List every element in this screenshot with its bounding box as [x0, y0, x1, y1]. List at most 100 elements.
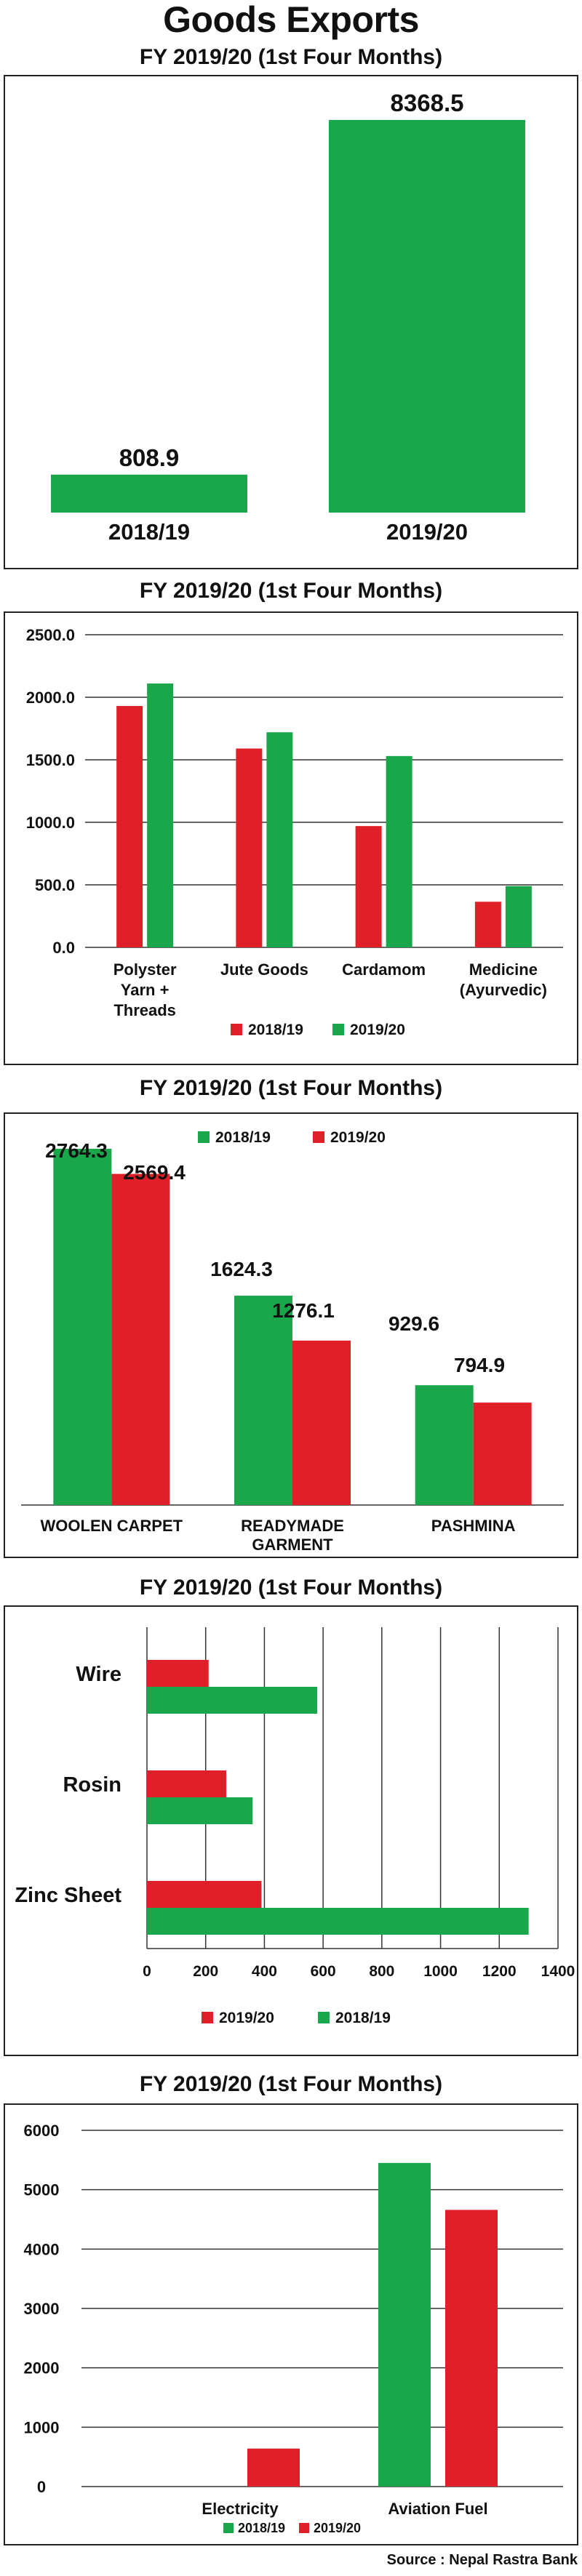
x-tick-label: 800 — [369, 1963, 394, 1980]
category-label-Polyster: Yarn + — [121, 981, 170, 999]
y-tick-label: 1500.0 — [26, 751, 75, 769]
category-label-Medicine: Medicine — [469, 960, 538, 979]
y-tick-label: 500.0 — [35, 876, 75, 894]
category-label-READYMADE: GARMENT — [252, 1536, 333, 1554]
chart-2-panel: 0.0 500.0 1000.0 1500.0 2000.0 2500.0 Polyster… — [4, 611, 578, 1065]
legend-swatch-2019/20 — [313, 1131, 324, 1143]
category-label-WOOLEN CARPET: WOOLEN CARPET — [41, 1517, 183, 1535]
legend-label-2018/19: 2018/19 — [215, 1129, 271, 1146]
source-note: Source : Nepal Rastra Bank — [386, 2552, 578, 2568]
y-tick-label: 5000 — [24, 2181, 60, 2199]
category-label-Aviation Fuel: Aviation Fuel — [388, 2500, 487, 2518]
chart-2-svg: 0.0 500.0 1000.0 1500.0 2000.0 2500.0 Polyster… — [26, 626, 563, 1038]
chart-4-svg: 0 200 400 600 800 1000 1200 1400 Wire Rosin Zinc S… — [15, 1627, 575, 2026]
legend-swatch-2018/19 — [198, 1131, 210, 1143]
bar-2019/20-PASHMINA — [473, 1403, 532, 1505]
chart-1-svg: 808.9 2018/19 8368.5 2019/20 — [51, 89, 525, 545]
data-label-2019/20-READYMADE: 1276.1 — [272, 1299, 335, 1322]
bar-2018/19-Zinc Sheet — [147, 1908, 529, 1935]
bar-2018/19-Aviation Fuel — [378, 2162, 431, 2487]
y-tick-label: 1000 — [24, 2418, 60, 2436]
legend-swatch-2019/20 — [202, 2012, 213, 2023]
bar-2019/20-Polyster — [147, 683, 174, 947]
data-label-2019/20: 8368.5 — [391, 89, 464, 116]
chart-5-panel: 0 1000 2000 3000 4000 5000 6000 Electricity Avia… — [4, 2103, 578, 2545]
bar-2018/19-Medicine — [474, 902, 501, 947]
x-tick-label: 1200 — [482, 1963, 517, 1980]
y-tick-label: 0.0 — [52, 939, 75, 957]
category-label-PASHMINA: PASHMINA — [431, 1517, 516, 1535]
data-label-2018/19: 808.9 — [119, 444, 180, 471]
bar-2018/19-READYMADE — [234, 1296, 292, 1505]
bar-2019/20-WOOLEN CARPET — [111, 1173, 170, 1505]
x-tick-label: 400 — [252, 1963, 277, 1980]
bar-2019/20-Zinc Sheet — [147, 1881, 262, 1908]
page-title: Goods Exports — [163, 0, 419, 40]
category-label-Polyster: Polyster — [113, 960, 177, 979]
legend-swatch-2019/20 — [332, 1024, 344, 1035]
legend-label-2019/20: 2019/20 — [330, 1129, 386, 1146]
bar-2019/20-Aviation Fuel — [445, 2210, 498, 2487]
legend-swatch-2019/20 — [299, 2523, 309, 2533]
chart-3-panel: 2764.3 2569.4 WOOLEN CARPET 1624.3 1276.1 REA… — [4, 1112, 578, 1558]
bar-2018/19-Cardamom — [355, 826, 382, 947]
bar-2019/20-Rosin — [147, 1770, 226, 1797]
bar-2019/20-Wire — [147, 1660, 209, 1687]
chart-5-svg: 0 1000 2000 3000 4000 5000 6000 Electricity Avia… — [24, 2122, 563, 2535]
category-label-Zinc Sheet: Zinc Sheet — [15, 1884, 121, 1907]
chart-4-title: FY 2019/20 (1st Four Months) — [139, 1576, 443, 1600]
legend-label-2019/20: 2019/20 — [219, 2010, 274, 2026]
bar-2018/19-WOOLEN CARPET — [53, 1149, 112, 1505]
bar-2018/19-Wire — [147, 1687, 318, 1714]
bar-2018/19-Rosin — [147, 1797, 253, 1824]
bar-2019/20-Medicine — [505, 886, 532, 947]
category-label-Wire: Wire — [76, 1663, 121, 1686]
bar-2018/19-PASHMINA — [415, 1385, 474, 1505]
bar-2019/20-Electricity — [247, 2448, 300, 2487]
bar-2019/20-Jute Goods — [266, 732, 293, 947]
data-label-2018/19-PASHMINA: 929.6 — [388, 1312, 439, 1335]
bar-2019/20-Cardamom — [386, 755, 412, 947]
category-label-Cardamom: Cardamom — [342, 960, 426, 979]
y-tick-label: 2000 — [24, 2359, 60, 2378]
chart-3-title: FY 2019/20 (1st Four Months) — [139, 1076, 443, 1100]
legend-label-2018/19: 2018/19 — [248, 1022, 303, 1038]
y-tick-label: 3000 — [24, 2300, 60, 2318]
legend-label-2018/19: 2018/19 — [238, 2521, 285, 2535]
category-label-2019/20: 2019/20 — [386, 519, 468, 545]
legend-swatch-2018/19 — [318, 2012, 330, 2023]
legend-label-2019/20: 2019/20 — [314, 2521, 361, 2535]
x-tick-label: 1400 — [541, 1963, 575, 1980]
category-label-Medicine: (Ayurvedic) — [460, 981, 547, 999]
legend-label-2019/20: 2019/20 — [350, 1022, 405, 1038]
legend-label-2018/19: 2018/19 — [335, 2010, 391, 2026]
x-tick-label: 1000 — [423, 1963, 458, 1980]
chart-1-title: FY 2019/20 (1st Four Months) — [139, 45, 443, 69]
y-tick-label: 4000 — [24, 2240, 60, 2258]
category-label-Polyster: Threads — [113, 1001, 176, 1019]
bar-2018/19-Polyster — [116, 706, 143, 947]
chart-3-svg: 2764.3 2569.4 WOOLEN CARPET 1624.3 1276.1 REA… — [21, 1129, 564, 1554]
category-label-Rosin: Rosin — [63, 1773, 121, 1797]
chart-5-title: FY 2019/20 (1st Four Months) — [139, 2072, 443, 2096]
category-label-2018/19: 2018/19 — [108, 519, 190, 545]
y-tick-label: 6000 — [24, 2122, 60, 2140]
legend-swatch-2018/19 — [231, 1024, 242, 1035]
bar-2018/19 — [51, 474, 247, 513]
data-label-2019/20-WOOLEN CARPET: 2569.4 — [123, 1161, 186, 1184]
category-label-Jute Goods: Jute Goods — [220, 960, 308, 979]
bar-2019/20-READYMADE — [292, 1340, 351, 1505]
data-label-2018/19-READYMADE: 1624.3 — [210, 1258, 273, 1280]
y-tick-label: 1000.0 — [26, 814, 75, 832]
chart-4-panel: 0 200 400 600 800 1000 1200 1400 Wire Rosin Zinc S… — [4, 1605, 578, 2056]
data-label-2019/20-PASHMINA: 794.9 — [454, 1354, 505, 1376]
legend-swatch-2018/19 — [223, 2523, 234, 2533]
x-tick-label: 600 — [311, 1963, 336, 1980]
category-label-READYMADE: READYMADE — [241, 1517, 344, 1535]
category-label-Electricity: Electricity — [202, 2500, 279, 2518]
y-tick-label: 0 — [37, 2478, 46, 2496]
x-tick-label: 0 — [143, 1963, 151, 1980]
chart-2-title: FY 2019/20 (1st Four Months) — [139, 579, 443, 603]
x-tick-label: 200 — [193, 1963, 218, 1980]
y-tick-label: 2500.0 — [26, 626, 75, 644]
